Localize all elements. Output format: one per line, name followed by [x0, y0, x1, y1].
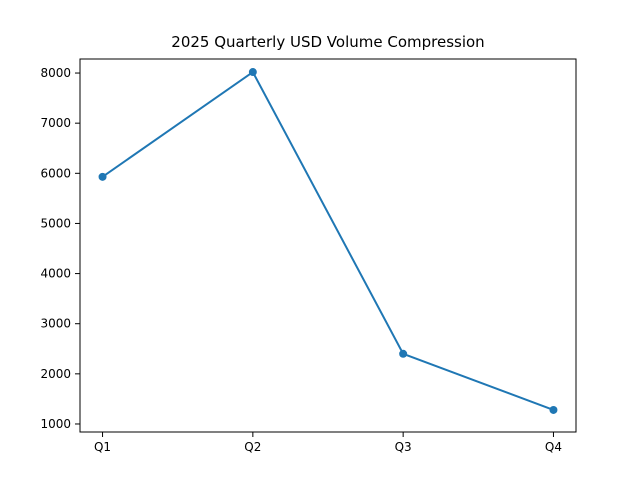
x-tick-label: Q3: [395, 440, 412, 454]
chart-title: 2025 Quarterly USD Volume Compression: [171, 33, 484, 51]
y-tick-label: 7000: [40, 116, 71, 130]
data-series: [98, 68, 558, 414]
x-tick-label: Q2: [244, 440, 261, 454]
y-tick-label: 4000: [40, 267, 71, 281]
y-tick-label: 1000: [40, 417, 71, 431]
y-tick-label: 3000: [40, 317, 71, 331]
data-point-marker: [399, 349, 408, 358]
y-axis-ticks: 1000 2000 3000 4000 5000 6000 7000 8000: [40, 66, 80, 431]
data-point-marker: [549, 405, 558, 414]
y-tick-label: 5000: [40, 216, 71, 230]
y-tick-label: 2000: [40, 367, 71, 381]
x-tick-label: Q1: [94, 440, 111, 454]
data-point-marker: [248, 68, 257, 77]
y-tick-label: 6000: [40, 166, 71, 180]
data-point-marker: [98, 172, 107, 181]
y-tick-label: 8000: [40, 66, 71, 80]
series-line: [101, 70, 554, 411]
axes-box: [79, 58, 577, 433]
x-axis-ticks: Q1 Q2 Q3 Q4: [94, 432, 562, 454]
x-tick-label: Q4: [545, 440, 562, 454]
